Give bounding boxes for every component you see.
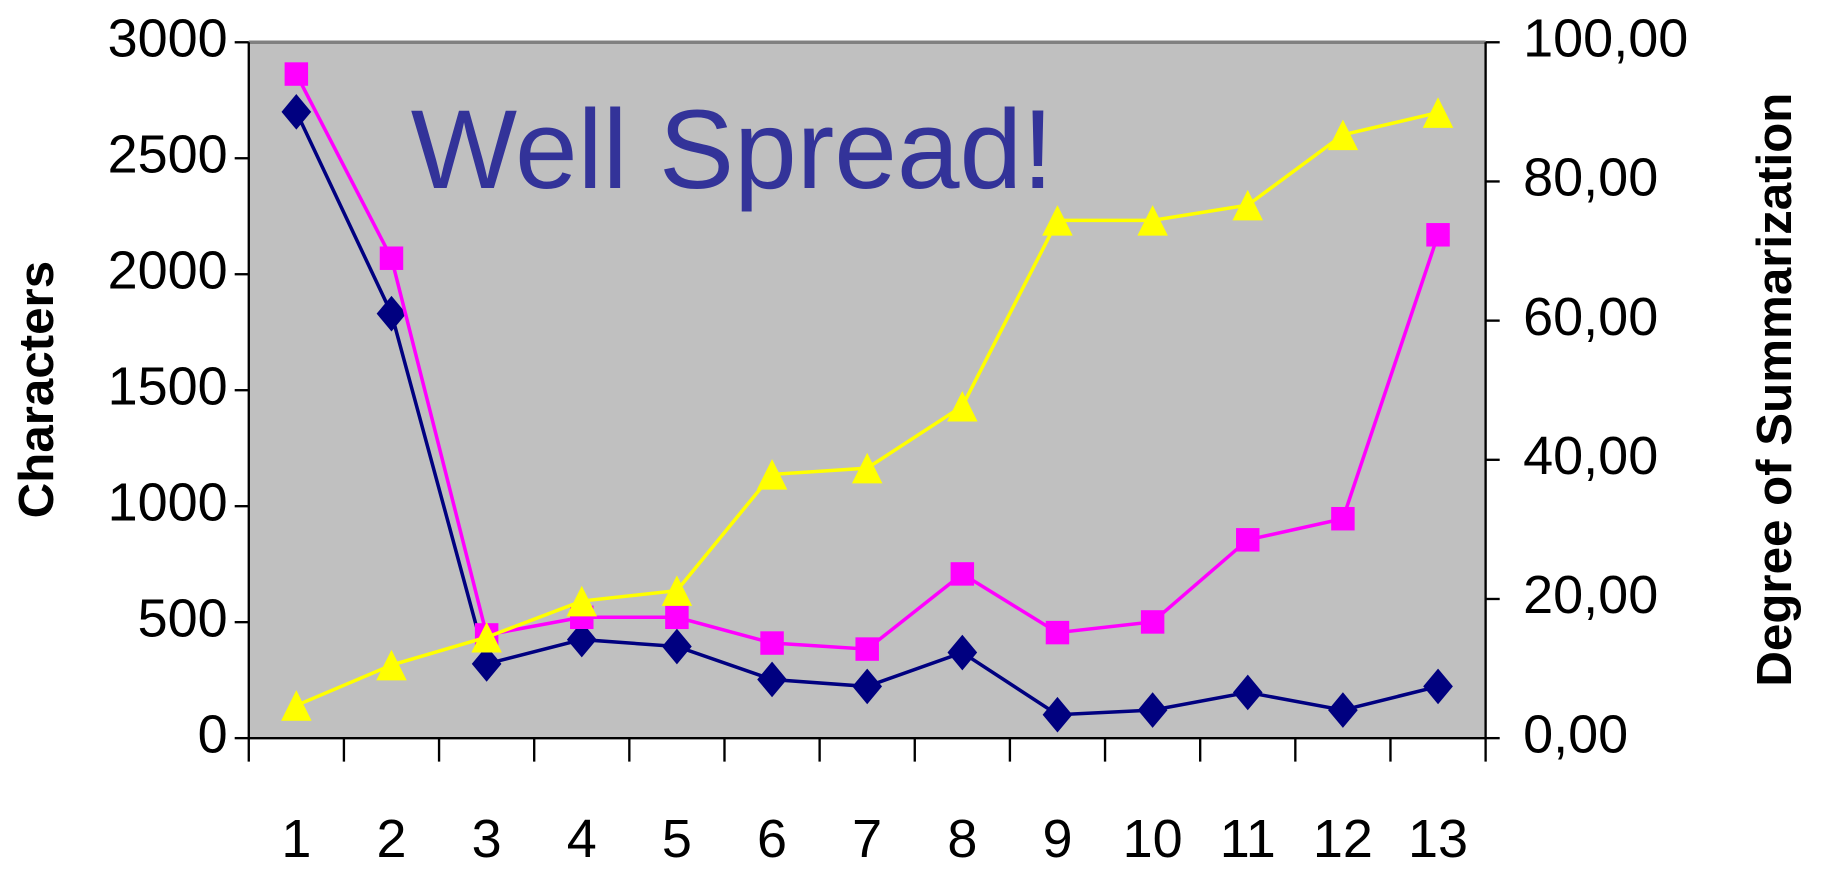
triangle-marker	[1327, 119, 1359, 151]
y-tick-label: 3000	[108, 9, 228, 69]
square-marker	[1236, 528, 1260, 552]
diamond-marker	[566, 621, 597, 658]
square-marker	[760, 631, 784, 655]
x-tick-label: 7	[852, 809, 882, 869]
diamond-marker	[471, 646, 502, 682]
y-tick-label: 500	[138, 588, 228, 648]
y-tick-label: 0	[198, 704, 228, 764]
square-marker	[379, 246, 404, 270]
x-tick-label: 1	[281, 809, 311, 869]
y2-tick-label: 20,00	[1523, 565, 1658, 625]
square-marker	[284, 62, 309, 86]
annotation: Well Spread!	[411, 86, 1054, 212]
diamond-marker	[757, 661, 787, 698]
triangle-marker	[1422, 97, 1454, 128]
y2-axis-title: Degree of Summarization	[1747, 93, 1802, 687]
y-axis-title: Characters	[9, 261, 64, 518]
x-tick-label: 11	[1220, 809, 1276, 869]
y-tick-label: 2000	[108, 240, 228, 300]
y2-tick-label: 80,00	[1523, 148, 1658, 208]
square-marker	[1426, 223, 1450, 247]
y2-tick-label: 60,00	[1523, 287, 1658, 347]
y2-tick-label: 40,00	[1523, 426, 1658, 486]
square-marker	[855, 637, 879, 661]
square-marker	[1331, 506, 1355, 531]
y2-tick-label: 100,00	[1523, 9, 1688, 69]
x-tick-label: 5	[662, 809, 692, 869]
square-marker	[1045, 620, 1070, 645]
x-tick-label: 4	[567, 809, 597, 869]
triangle-marker	[661, 575, 693, 606]
x-tick-label: 6	[757, 809, 787, 869]
diamond-marker	[662, 628, 692, 665]
diamond-marker	[281, 94, 312, 130]
x-tick-label: 10	[1123, 809, 1183, 869]
x-tick-label: 8	[947, 809, 977, 869]
y-tick-label: 1000	[108, 472, 228, 532]
y-tick-label: 1500	[108, 356, 228, 416]
triangle-marker	[1232, 189, 1264, 221]
triangle-marker	[1042, 205, 1073, 236]
plot-area	[248, 42, 1486, 739]
diamond-marker	[1042, 696, 1073, 733]
x-tick-label: 13	[1408, 809, 1468, 869]
triangle-marker	[376, 649, 407, 681]
x-tick-label: 9	[1042, 809, 1072, 869]
triangle-marker	[1137, 205, 1168, 236]
triangle-marker	[471, 621, 502, 653]
triangle-marker	[851, 452, 883, 484]
y2-tick-label: 0,00	[1523, 704, 1628, 764]
diamond-marker	[1423, 668, 1453, 705]
x-tick-label: 12	[1313, 809, 1373, 869]
diamond-marker	[852, 668, 883, 705]
square-marker	[950, 562, 975, 586]
square-marker	[1140, 610, 1165, 634]
diamond-marker	[376, 295, 407, 332]
diamond-marker	[1137, 692, 1168, 728]
x-tick-label: 3	[472, 809, 502, 869]
diamond-marker	[947, 634, 978, 671]
triangle-marker	[566, 585, 598, 617]
square-marker	[665, 605, 689, 630]
diamond-marker	[1232, 674, 1263, 711]
triangle-marker	[756, 459, 788, 490]
triangle-marker	[281, 690, 312, 721]
x-tick-label: 2	[376, 809, 406, 869]
diamond-marker	[1328, 692, 1358, 728]
triangle-marker	[947, 390, 978, 422]
y-tick-label: 2500	[108, 125, 228, 185]
